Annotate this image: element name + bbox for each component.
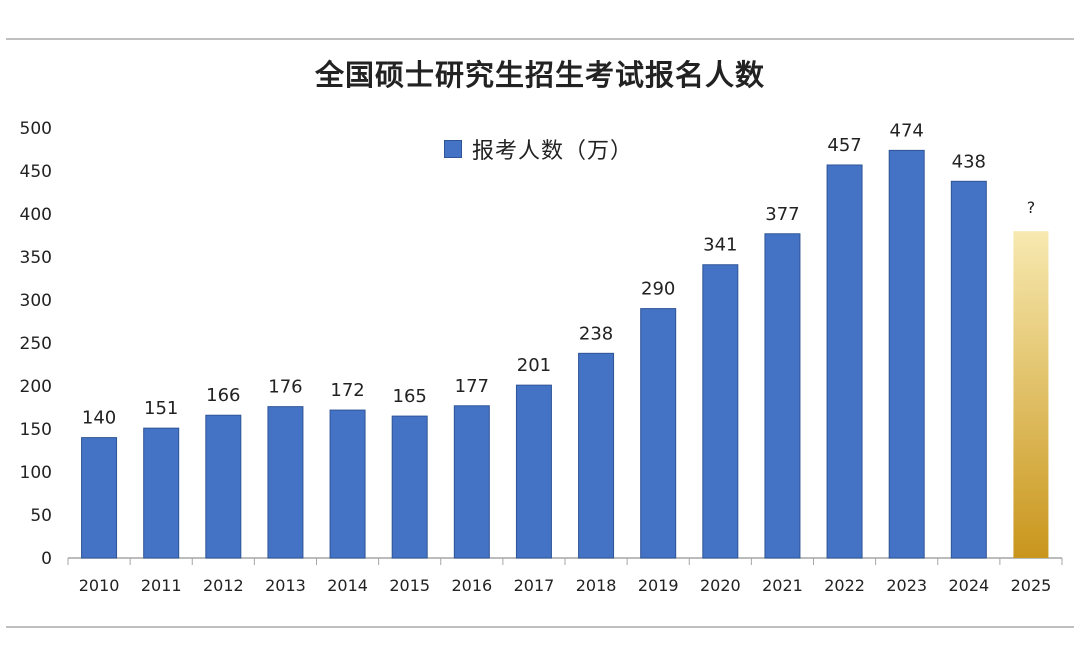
data-label-2023: 474 <box>890 120 924 141</box>
x-tick-label: 2015 <box>389 576 430 595</box>
y-tick-label: 400 <box>20 205 52 225</box>
data-label-2014: 172 <box>330 380 364 401</box>
bar-2025-unknown <box>1013 231 1049 558</box>
x-tick-label: 2024 <box>948 576 989 595</box>
bar-2021 <box>764 233 801 559</box>
top-border-line <box>6 38 1074 40</box>
bar-2010 <box>81 437 118 559</box>
y-tick-label: 500 <box>20 119 52 139</box>
bar-2017 <box>515 384 552 559</box>
data-label-2019: 290 <box>641 279 675 300</box>
bar-2019 <box>640 308 677 559</box>
x-tick-label: 2025 <box>1011 576 1052 595</box>
legend-label: 报考人数（万） <box>472 139 634 164</box>
x-tick-label: 2020 <box>700 576 741 595</box>
x-tick-label: 2014 <box>327 576 368 595</box>
x-tick-label: 2019 <box>638 576 679 595</box>
x-tick-label: 2011 <box>141 576 182 595</box>
y-tick-label: 300 <box>20 291 52 311</box>
data-label-2013: 176 <box>268 377 302 398</box>
y-tick-label: 0 <box>41 549 52 569</box>
x-tick-label: 2018 <box>576 576 617 595</box>
data-label-2021: 377 <box>765 204 799 225</box>
y-tick-label: 150 <box>20 420 52 440</box>
y-tick-label: 350 <box>20 248 52 268</box>
bar-2013 <box>267 406 304 559</box>
bar-2023 <box>888 149 925 559</box>
data-label-2012: 166 <box>206 385 240 406</box>
bar-2014 <box>329 409 366 559</box>
data-label-2015: 165 <box>393 386 427 407</box>
data-label-2025: ? <box>1027 198 1036 217</box>
x-tick-label: 2017 <box>514 576 555 595</box>
data-label-2020: 341 <box>703 235 737 256</box>
bar-2018 <box>578 352 615 559</box>
bar-2022 <box>826 164 863 559</box>
bar-2011 <box>143 427 180 559</box>
bar-2020 <box>702 264 739 559</box>
data-label-2024: 438 <box>952 151 986 172</box>
x-tick-label: 2023 <box>886 576 927 595</box>
legend: 报考人数（万） <box>444 133 633 165</box>
x-tick-label: 2012 <box>203 576 244 595</box>
y-tick-label: 250 <box>20 334 52 354</box>
chart-title: 全国硕士研究生招生考试报名人数 <box>314 58 765 92</box>
bar-2015 <box>391 415 428 559</box>
data-label-2018: 238 <box>579 323 613 344</box>
y-tick-label: 50 <box>30 506 52 526</box>
data-label-2010: 140 <box>82 408 116 429</box>
x-tick-label: 2010 <box>79 576 120 595</box>
legend-swatch <box>444 140 462 158</box>
data-label-2022: 457 <box>827 135 861 156</box>
x-tick-label: 2022 <box>824 576 865 595</box>
bar-2016 <box>453 405 490 559</box>
bottom-border-line <box>6 626 1074 628</box>
data-label-2016: 177 <box>455 376 489 397</box>
x-tick-label: 2016 <box>451 576 492 595</box>
x-tick-label: 2013 <box>265 576 306 595</box>
data-label-2011: 151 <box>144 398 178 419</box>
bar-2012 <box>205 414 242 559</box>
y-tick-label: 100 <box>20 463 52 483</box>
x-tick-label: 2021 <box>762 576 803 595</box>
y-tick-label: 200 <box>20 377 52 397</box>
data-label-2017: 201 <box>517 355 551 376</box>
y-tick-label: 450 <box>20 162 52 182</box>
bar-2024 <box>950 180 987 559</box>
